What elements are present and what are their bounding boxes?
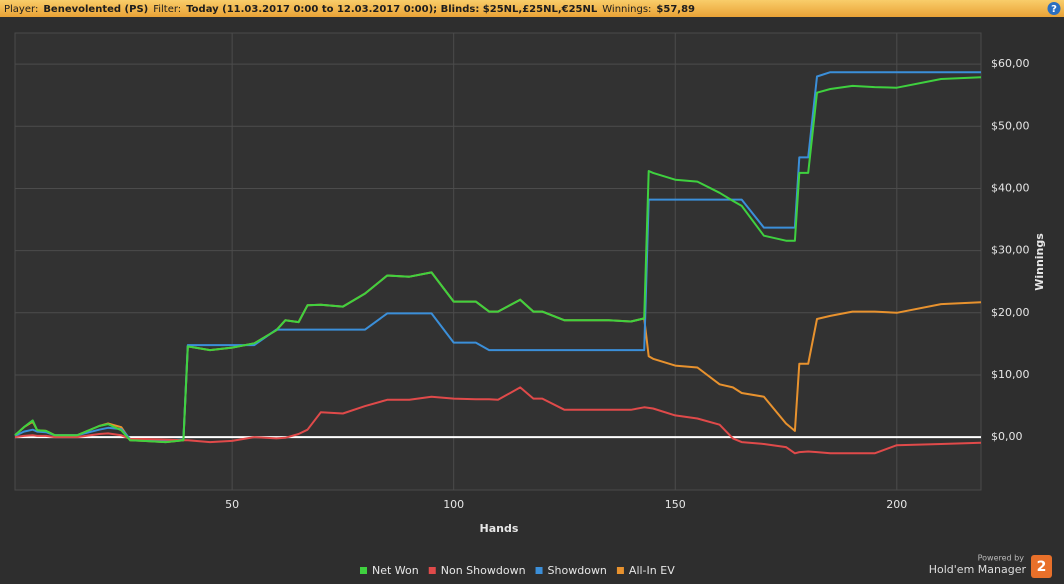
y-tick-label: $10,00 xyxy=(991,368,1030,381)
legend-label: Non Showdown xyxy=(441,564,526,577)
y-axis-title: Winnings xyxy=(1033,233,1046,291)
legend-label: Showdown xyxy=(548,564,607,577)
x-tick-label: 200 xyxy=(886,498,907,511)
series-line xyxy=(14,76,982,444)
legend-swatch xyxy=(360,567,367,574)
powered-by: Powered by xyxy=(978,554,1025,563)
logo-text: 2 xyxy=(1037,559,1047,575)
y-tick-label: $0,00 xyxy=(991,430,1023,443)
y-tick-label: $60,00 xyxy=(991,57,1030,70)
y-tick-label: $20,00 xyxy=(991,306,1030,319)
y-tick-label: $40,00 xyxy=(991,181,1030,194)
player-label: Player: xyxy=(4,4,38,15)
help-text[interactable]: ? xyxy=(1051,4,1057,15)
help-icon[interactable] xyxy=(1047,2,1061,15)
winnings-label: Winnings: xyxy=(602,4,651,15)
legend-swatch xyxy=(535,567,543,574)
legend-label: Net Won xyxy=(372,564,419,577)
logo xyxy=(1031,555,1052,578)
brand: Hold'em Manager xyxy=(929,563,1027,576)
legend-label: All-In EV xyxy=(629,564,675,577)
x-axis-title: Hands xyxy=(480,522,519,535)
x-tick-label: 100 xyxy=(443,498,464,511)
legend-swatch xyxy=(428,567,436,574)
y-tick-label: $50,00 xyxy=(991,119,1030,132)
filter: Today (11.03.2017 0:00 to 12.03.2017 0:0… xyxy=(186,4,598,15)
header-bar xyxy=(0,0,1064,17)
header: Player: Benevolented (PS) Filter: Today … xyxy=(0,0,1064,17)
plot-area xyxy=(14,32,982,491)
y-tick-label: $30,00 xyxy=(991,244,1030,257)
legend-swatch xyxy=(616,567,624,574)
x-tick-label: 50 xyxy=(225,498,239,511)
filter-label: Filter: xyxy=(153,4,181,15)
winnings: $57,89 xyxy=(656,4,695,15)
x-tick-label: 150 xyxy=(665,498,686,511)
player: Benevolented (PS) xyxy=(43,4,148,15)
